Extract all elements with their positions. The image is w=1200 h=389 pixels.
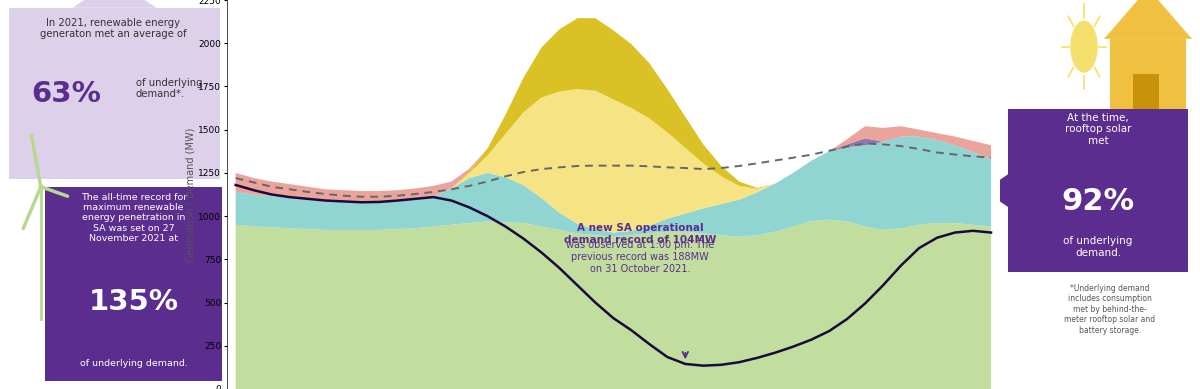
Polygon shape — [10, 0, 220, 8]
Polygon shape — [984, 174, 1008, 207]
FancyBboxPatch shape — [46, 187, 222, 381]
Text: of underlying
demand*.: of underlying demand*. — [136, 78, 203, 100]
FancyBboxPatch shape — [1133, 74, 1159, 117]
Text: 135%: 135% — [89, 288, 179, 316]
Text: *Underlying demand
includes consumption
met by behind-the-
meter rooftop solar a: *Underlying demand includes consumption … — [1064, 284, 1156, 335]
Text: was observed at 1:00 pm. The
previous record was 188MW
on 31 October 2021.: was observed at 1:00 pm. The previous re… — [566, 240, 714, 273]
FancyBboxPatch shape — [1110, 39, 1186, 117]
Circle shape — [1070, 21, 1097, 72]
Text: At the time,
rooftop solar
met: At the time, rooftop solar met — [1064, 113, 1132, 146]
Y-axis label: Generation / Demand (MW): Generation / Demand (MW) — [185, 127, 196, 262]
Text: of underlying demand.: of underlying demand. — [79, 359, 187, 368]
Text: 92%: 92% — [1062, 187, 1134, 216]
Text: In 2021, renewable energy
generaton met an average of: In 2021, renewable energy generaton met … — [40, 18, 187, 39]
FancyBboxPatch shape — [1008, 109, 1188, 272]
FancyBboxPatch shape — [10, 8, 220, 179]
Text: The all-time record for
maximum renewable
energy penetration in
SA was set on 27: The all-time record for maximum renewabl… — [80, 193, 187, 243]
Text: 63%: 63% — [31, 80, 102, 108]
Text: A new SA operational
demand record of 104MW: A new SA operational demand record of 10… — [564, 223, 716, 245]
Text: of underlying
demand.: of underlying demand. — [1063, 237, 1133, 258]
Polygon shape — [1104, 0, 1192, 39]
